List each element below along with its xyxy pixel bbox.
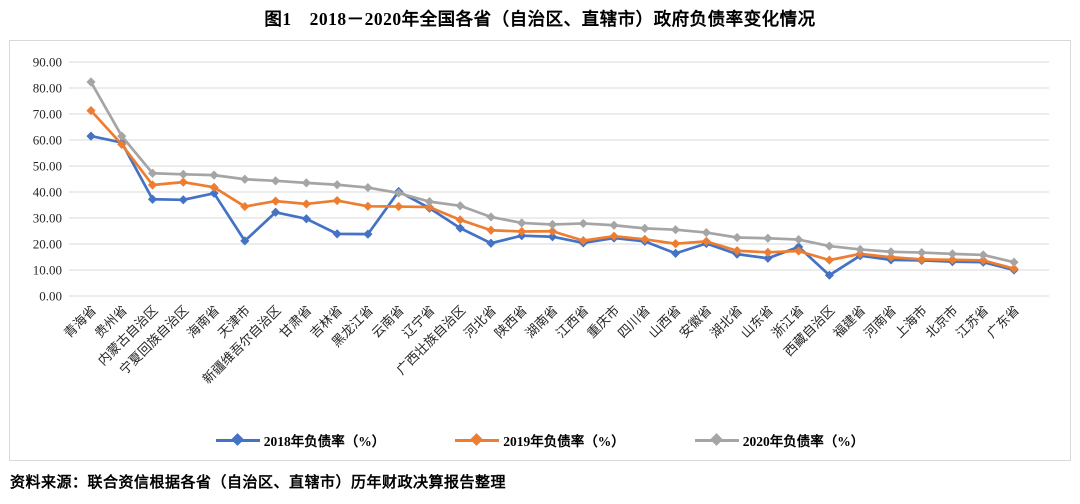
legend-item-2020: 2020年负债率（%） <box>694 430 865 450</box>
chart-legend: 2018年负债率（%） 2019年负债率（%） 2020年负债率（%） <box>10 430 1070 450</box>
svg-text:10.00: 10.00 <box>33 263 62 278</box>
svg-text:河南省: 河南省 <box>861 303 899 341</box>
source-note: 资料来源：联合资信根据各省（自治区、直辖市）历年财政决算报告整理 <box>10 475 507 491</box>
svg-text:80.00: 80.00 <box>33 81 62 96</box>
svg-text:70.00: 70.00 <box>33 107 62 122</box>
svg-text:安徽省: 安徽省 <box>676 303 714 341</box>
svg-text:重庆市: 重庆市 <box>584 303 622 341</box>
legend-marker-2019-icon <box>455 433 500 446</box>
chart-box: 0.00 10.00 20.00 30.00 40.00 50.00 60.00 70.00 8… <box>9 40 1071 461</box>
svg-text:福建省: 福建省 <box>830 303 868 341</box>
legend-item-2018: 2018年负债率（%） <box>215 430 386 450</box>
svg-text:甘肃省: 甘肃省 <box>276 303 314 341</box>
legend-label-2020: 2020年负债率（%） <box>742 434 865 449</box>
svg-text:湖北省: 湖北省 <box>707 303 745 341</box>
svg-text:河北省: 河北省 <box>461 303 499 341</box>
svg-text:40.00: 40.00 <box>33 185 62 200</box>
legend-marker-2020-icon <box>694 433 739 446</box>
svg-text:50.00: 50.00 <box>33 159 62 174</box>
svg-text:海南省: 海南省 <box>184 303 222 341</box>
svg-text:湖南省: 湖南省 <box>522 303 560 341</box>
legend-label-2019: 2019年负债率（%） <box>503 434 625 449</box>
svg-text:30.00: 30.00 <box>33 211 62 226</box>
svg-text:0.00: 0.00 <box>39 289 62 304</box>
svg-text:90.00: 90.00 <box>33 55 62 70</box>
svg-text:四川省: 四川省 <box>615 303 653 341</box>
svg-text:广东省: 广东省 <box>984 303 1022 341</box>
legend-item-2019: 2019年负债率（%） <box>455 430 625 450</box>
svg-text:20.00: 20.00 <box>33 237 62 252</box>
svg-text:陕西省: 陕西省 <box>492 303 530 341</box>
svg-text:江西省: 江西省 <box>553 303 591 341</box>
svg-text:江苏省: 江苏省 <box>953 303 991 341</box>
svg-text:上海市: 上海市 <box>892 303 930 341</box>
svg-text:青海省: 青海省 <box>61 303 99 341</box>
svg-text:60.00: 60.00 <box>33 133 62 148</box>
legend-label-2018: 2018年负债率（%） <box>263 434 386 449</box>
svg-text:云南省: 云南省 <box>369 303 407 341</box>
svg-text:北京市: 北京市 <box>922 303 960 341</box>
svg-text:山西省: 山西省 <box>645 303 683 341</box>
svg-text:山东省: 山东省 <box>738 303 776 341</box>
debt-ratio-line-chart: 0.00 10.00 20.00 30.00 40.00 50.00 60.00 70.00 8… <box>33 55 1049 387</box>
chart-title: 图1 2018－2020年全国各省（自治区、直辖市）政府负债率变化情况 <box>264 9 816 29</box>
legend-marker-2018-icon <box>215 433 260 446</box>
